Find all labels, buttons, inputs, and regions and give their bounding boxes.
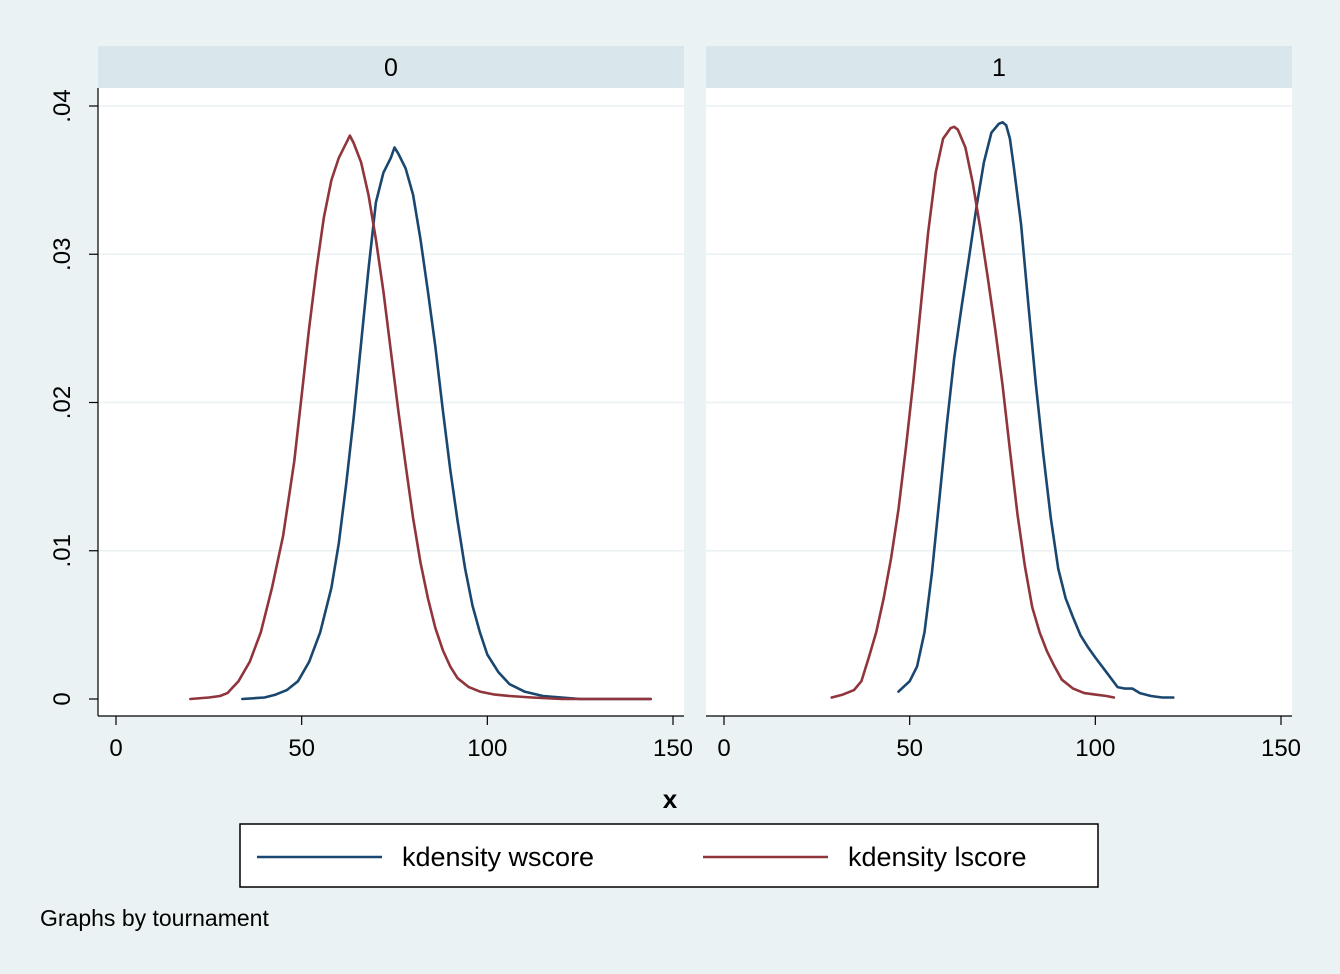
- panel-0: 0 0 50 100 150 0 .01 .02 .03 .04: [49, 46, 693, 762]
- series-line-kdensity-lscore: [189, 134, 652, 701]
- series-line-kdensity-wscore: [897, 121, 1175, 699]
- y-tick-label: 0: [49, 692, 76, 705]
- x-tick-label: 150: [653, 735, 693, 762]
- legend-box: [239, 823, 1099, 888]
- y-tick-label: .01: [49, 534, 76, 567]
- x-tick-label: 0: [717, 735, 730, 762]
- x-tick-label: 50: [288, 735, 315, 762]
- graphs-by-note: Graphs by tournament: [40, 905, 269, 931]
- y-tick-label: .03: [49, 238, 76, 271]
- series-line-kdensity-lscore: [830, 125, 1116, 699]
- legend-label-wscore: kdensity wscore: [402, 842, 594, 872]
- x-axis-title: x: [663, 784, 678, 814]
- x-tick-label: 150: [1261, 735, 1301, 762]
- legend-label-lscore: kdensity lscore: [848, 842, 1027, 872]
- series-line-kdensity-wscore: [241, 146, 652, 701]
- legend: kdensity wscore kdensity lscore: [239, 823, 1099, 888]
- x-tick-label: 100: [467, 735, 507, 762]
- x-tick-label: 0: [109, 735, 122, 762]
- panel-strip: [706, 46, 1292, 88]
- panel-1: 1 0 50 100 150: [706, 46, 1301, 762]
- x-tick-label: 100: [1075, 735, 1115, 762]
- panel-strip-label: 1: [992, 54, 1006, 82]
- panel-strip: [98, 46, 684, 88]
- panel-strip-label: 0: [384, 54, 398, 82]
- y-tick-label: .04: [49, 89, 76, 122]
- panels-layer: 0 0 50 100 150 0 .01 .02 .03 .04 1 0 50 100 150: [49, 46, 1301, 762]
- y-tick-label: .02: [49, 386, 76, 419]
- x-tick-label: 50: [896, 735, 923, 762]
